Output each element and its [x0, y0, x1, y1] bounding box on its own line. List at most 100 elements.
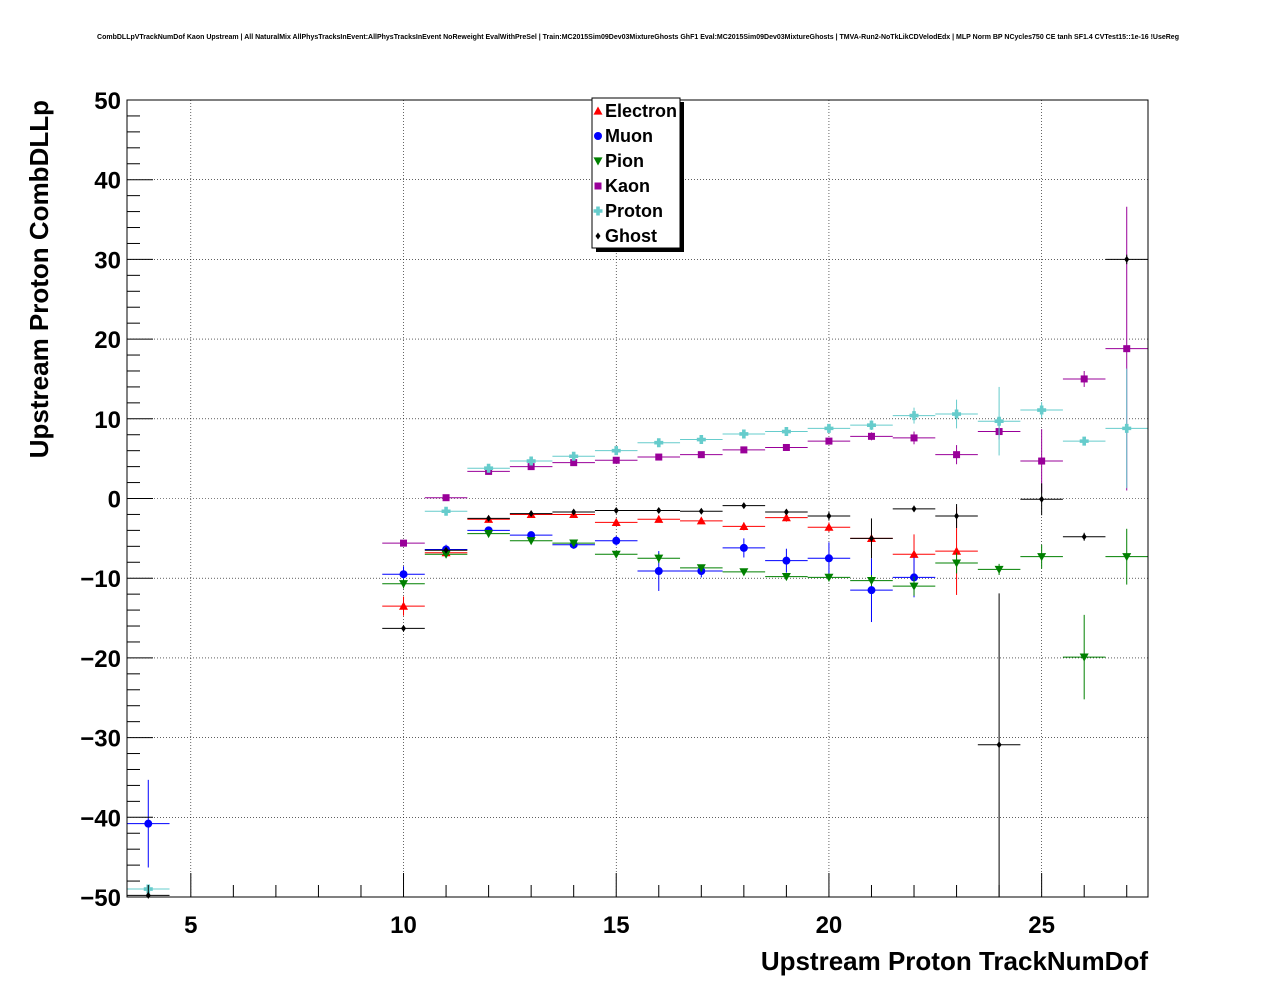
y-tick-label: −50 [80, 885, 121, 912]
data-point [765, 573, 808, 582]
data-point [1062, 370, 1106, 387]
marker [867, 432, 875, 440]
marker [740, 446, 748, 454]
x-tick-label: 10 [390, 912, 417, 939]
legend-label: Ghost [605, 226, 657, 246]
marker [611, 446, 621, 456]
marker [866, 576, 876, 586]
data-point [680, 507, 723, 515]
data-point [467, 529, 510, 539]
legend-label: Electron [605, 101, 677, 121]
data-point [765, 548, 808, 573]
data-point [935, 552, 978, 574]
marker [442, 494, 450, 502]
marker [484, 463, 494, 473]
y-tick-label: −10 [80, 566, 121, 593]
marker [613, 506, 619, 514]
marker [954, 512, 960, 520]
marker [867, 586, 876, 595]
marker [655, 453, 663, 461]
marker [526, 456, 536, 466]
marker [1122, 553, 1132, 562]
data-point [765, 508, 808, 516]
legend-marker [593, 106, 603, 115]
data-point [722, 502, 766, 510]
marker [911, 505, 917, 513]
x-tick-label: 20 [816, 912, 843, 939]
data-point [552, 459, 595, 467]
marker [399, 580, 409, 589]
legend-label: Proton [605, 201, 663, 221]
data-point [594, 506, 638, 514]
legend-marker [593, 157, 603, 166]
data-point [807, 522, 851, 532]
marker [484, 529, 494, 539]
marker [697, 451, 705, 459]
data-point [680, 564, 723, 573]
marker [526, 537, 536, 546]
data-point [382, 578, 425, 589]
marker [824, 573, 834, 582]
marker [739, 568, 749, 577]
marker [739, 521, 749, 530]
legend-label: Kaon [605, 176, 650, 196]
data-point [765, 427, 808, 437]
axes: 5 10 15 20 25 −50 −40 −30 −20 −10 0 10 20 30 40 50 [80, 88, 1128, 939]
series-kaon [382, 206, 1148, 547]
marker [612, 536, 621, 545]
marker [696, 516, 706, 525]
data-point [1062, 614, 1106, 700]
marker [952, 409, 962, 419]
y-axis-label: Upstream Proton CombDLLp [24, 100, 54, 458]
marker [994, 565, 1004, 574]
legend-marker [594, 182, 602, 190]
marker [825, 437, 833, 445]
data-point [382, 566, 425, 583]
data-point [935, 504, 978, 528]
marker [1081, 533, 1087, 541]
x-axis-label: Upstream Proton TrackNumDof [761, 946, 1149, 976]
marker [1123, 345, 1131, 353]
data-point [424, 506, 468, 516]
marker [824, 554, 833, 563]
marker [781, 573, 791, 582]
data-point [722, 446, 766, 454]
data-point [722, 521, 766, 531]
marker [443, 546, 449, 554]
marker [569, 539, 579, 548]
marker [909, 582, 919, 591]
marker [144, 819, 153, 828]
legend-label: Muon [605, 126, 653, 146]
data-points [127, 206, 1148, 899]
y-tick-label: 0 [108, 487, 121, 514]
data-point [807, 437, 851, 445]
marker [696, 564, 706, 573]
marker [741, 502, 747, 510]
data-point [424, 494, 468, 502]
marker [611, 550, 621, 559]
data-point [509, 537, 553, 546]
data-point [594, 456, 638, 464]
data-point [467, 463, 510, 473]
marker [866, 420, 876, 430]
marker [399, 570, 408, 579]
data-point [382, 624, 425, 632]
marker [739, 429, 749, 439]
data-point [977, 593, 1021, 897]
marker [654, 514, 664, 523]
marker [739, 543, 748, 552]
y-tick-label: −30 [80, 726, 121, 753]
marker [868, 534, 874, 542]
marker [1079, 653, 1089, 662]
marker [1122, 423, 1132, 433]
marker [952, 559, 962, 568]
marker [1080, 375, 1088, 383]
marker [781, 513, 791, 522]
data-point [892, 505, 936, 513]
data-point [552, 508, 595, 516]
data-point [509, 510, 553, 518]
marker [1079, 436, 1089, 446]
data-point [1062, 532, 1106, 541]
data-point [1020, 483, 1063, 516]
data-point [680, 516, 723, 525]
